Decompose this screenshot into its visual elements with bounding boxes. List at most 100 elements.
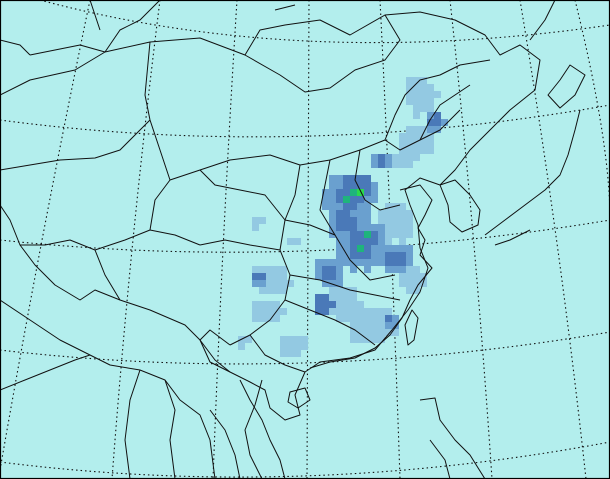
intensity-cell (350, 252, 357, 259)
intensity-cell (343, 196, 350, 203)
intensity-cell (413, 140, 420, 147)
intensity-cell (252, 308, 259, 315)
intensity-cell (329, 196, 336, 203)
intensity-cell (364, 238, 371, 245)
intensity-cell (385, 308, 392, 315)
intensity-cell (413, 112, 420, 119)
province-border (299, 109, 461, 166)
intensity-cell (273, 301, 280, 308)
intensity-cell (399, 252, 406, 259)
intensity-cell (329, 203, 336, 210)
intensity-cell (427, 112, 434, 119)
intensity-cell (413, 126, 420, 133)
intensity-cell (406, 273, 413, 280)
intensity-cell (238, 343, 245, 350)
intensity-cell (406, 91, 413, 98)
philippines-coast (419, 397, 486, 479)
intensity-cell (336, 196, 343, 203)
foreign-border (89, 0, 296, 31)
intensity-cell (294, 238, 301, 245)
intensity-cell (378, 238, 385, 245)
intensity-cell (385, 329, 392, 336)
intensity-cell (406, 280, 413, 287)
intensity-cell (364, 203, 371, 210)
intensity-cell (350, 259, 357, 266)
intensity-cell (343, 231, 350, 238)
intensity-cell (413, 133, 420, 140)
foreign-border (124, 369, 176, 479)
intensity-cell (392, 210, 399, 217)
foreign-border (104, 0, 386, 56)
intensity-cell (336, 315, 343, 322)
intensity-cell (329, 224, 336, 231)
intensity-cell (357, 259, 364, 266)
intensity-cell (371, 196, 378, 203)
intensity-cell (385, 315, 392, 322)
foreign-border (0, 354, 91, 391)
intensity-cell (322, 259, 329, 266)
intensity-cell (399, 133, 406, 140)
intensity-cell (343, 224, 350, 231)
intensity-cell (364, 245, 371, 252)
intensity-cell (357, 217, 364, 224)
intensity-cell (252, 315, 259, 322)
province-border (20, 229, 201, 251)
intensity-cell (301, 343, 308, 350)
intensity-cell (343, 238, 350, 245)
province-border (199, 329, 231, 346)
intensity-cell (392, 224, 399, 231)
province-border (289, 274, 401, 301)
province-border (199, 169, 286, 221)
intensity-cell (357, 245, 364, 252)
intensity-cell (420, 147, 427, 154)
intensity-cell (252, 301, 259, 308)
province-border (0, 119, 151, 171)
intensity-cell (266, 308, 273, 315)
intensity-cell (420, 105, 427, 112)
intensity-cell (371, 231, 378, 238)
intensity-cell (420, 133, 427, 140)
intensity-cell (350, 175, 357, 182)
intensity-cell (427, 105, 434, 112)
intensity-cell (266, 273, 273, 280)
intensity-cell (350, 266, 357, 273)
intensity-cell (336, 266, 343, 273)
korea-coast (439, 179, 481, 233)
intensity-cell (392, 329, 399, 336)
intensity-cell (329, 259, 336, 266)
intensity-cell (336, 280, 343, 287)
intensity-cell (420, 98, 427, 105)
intensity-cell (399, 210, 406, 217)
intensity-cell (343, 301, 350, 308)
intensity-cell (434, 112, 441, 119)
intensity-cell (399, 259, 406, 266)
intensity-cell (427, 140, 434, 147)
intensity-cell (343, 175, 350, 182)
intensity-cell (399, 161, 406, 168)
intensity-cell (364, 266, 371, 273)
national-border (0, 11, 541, 421)
intensity-cell (336, 252, 343, 259)
intensity-cell (357, 203, 364, 210)
hainan-coast (287, 387, 311, 409)
graticule-meridian (212, 0, 238, 479)
intensity-cell (336, 308, 343, 315)
intensity-cell (420, 280, 427, 287)
intensity-cell (385, 217, 392, 224)
graticule-meridian (306, 0, 310, 479)
intensity-cell (434, 91, 441, 98)
intensity-cell (441, 119, 448, 126)
intensity-cell (427, 119, 434, 126)
intensity-cell (385, 210, 392, 217)
intensity-cell (336, 189, 343, 196)
intensity-cell (364, 175, 371, 182)
intensity-cell (371, 245, 378, 252)
intensity-cell (378, 231, 385, 238)
intensity-cell (343, 315, 350, 322)
intensity-cell (336, 217, 343, 224)
intensity-cell (266, 280, 273, 287)
intensity-cell (259, 217, 266, 224)
foreign-border (199, 339, 263, 479)
graticule-meridian (379, 0, 401, 479)
intensity-cell (364, 182, 371, 189)
